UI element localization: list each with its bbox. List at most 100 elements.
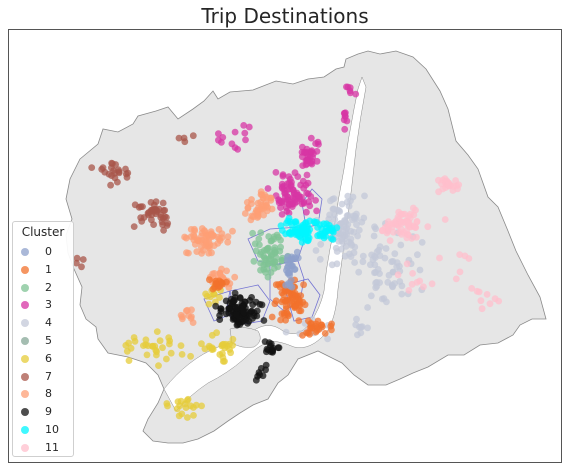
trip-point-cluster-9	[253, 307, 261, 315]
trip-point-cluster-6	[178, 351, 186, 358]
trip-point-cluster-8	[224, 238, 232, 246]
trip-point-cluster-4	[382, 245, 390, 252]
trip-point-cluster-8	[187, 315, 195, 322]
trip-point-cluster-8	[257, 191, 265, 198]
legend-label: 7	[45, 369, 52, 383]
trip-point-cluster-8	[263, 201, 270, 209]
legend-label: 5	[45, 334, 52, 347]
trip-point-cluster-4	[338, 200, 346, 208]
trip-point-cluster-6	[166, 337, 174, 345]
trip-point-cluster-11	[468, 285, 476, 292]
trip-point-cluster-8	[244, 204, 252, 212]
legend-item: 2	[21, 280, 52, 296]
legend-label: 10	[45, 423, 59, 436]
trip-point-cluster-8	[185, 249, 192, 257]
trip-point-cluster-11	[403, 227, 410, 235]
trip-point-cluster-1	[307, 325, 315, 332]
trip-point-cluster-6	[159, 344, 166, 352]
trip-point-cluster-4	[330, 205, 338, 213]
trip-point-cluster-7	[160, 227, 168, 234]
trip-point-cluster-1	[314, 317, 322, 325]
trip-point-cluster-10	[287, 230, 295, 237]
trip-point-cluster-11	[409, 204, 417, 212]
legend-item: 0	[21, 244, 52, 260]
trip-point-cluster-6	[167, 349, 175, 357]
city-boundary	[65, 50, 547, 444]
trip-point-cluster-4	[375, 246, 382, 254]
trip-point-cluster-9	[257, 365, 265, 372]
trip-point-cluster-9	[259, 372, 267, 380]
trip-point-cluster-1	[277, 316, 284, 324]
trip-point-cluster-9	[232, 311, 240, 318]
trip-point-cluster-4	[336, 230, 344, 238]
trip-point-cluster-6	[183, 397, 191, 404]
trip-point-cluster-11	[486, 300, 494, 308]
trip-point-cluster-0	[294, 254, 302, 262]
trip-point-cluster-6	[229, 335, 237, 343]
trip-point-cluster-10	[292, 218, 300, 226]
trip-point-cluster-9	[240, 309, 248, 317]
trip-point-cluster-6	[219, 340, 227, 348]
legend-item: 8	[21, 386, 52, 402]
trip-point-cluster-4	[353, 221, 360, 229]
trip-point-cluster-9	[217, 305, 225, 313]
island	[229, 327, 261, 348]
trip-point-cluster-11	[398, 230, 405, 238]
trip-point-cluster-4	[331, 211, 338, 219]
trip-point-cluster-4	[342, 228, 350, 236]
trip-point-cluster-7	[115, 166, 122, 174]
legend-swatch	[21, 443, 29, 452]
trip-point-cluster-11	[392, 220, 400, 228]
trip-point-cluster-1	[299, 332, 306, 339]
trip-point-cluster-11	[441, 216, 449, 223]
trip-point-cluster-2	[257, 229, 265, 237]
trip-point-cluster-11	[397, 225, 405, 233]
trip-point-cluster-3	[286, 175, 294, 183]
map-canvas	[65, 50, 547, 444]
trip-point-cluster-6	[216, 294, 223, 301]
trip-point-cluster-4	[372, 225, 379, 233]
trip-point-cluster-4	[333, 248, 341, 255]
trip-point-cluster-11	[456, 251, 464, 258]
trip-point-cluster-1	[318, 323, 326, 331]
trip-point-cluster-3	[313, 157, 321, 165]
trip-point-cluster-7	[139, 203, 146, 211]
trip-point-cluster-11	[397, 210, 405, 218]
trip-point-cluster-1	[306, 331, 313, 338]
trip-point-cluster-9	[245, 318, 253, 325]
trip-point-cluster-4	[347, 235, 355, 243]
legend-swatch	[21, 283, 29, 292]
trip-point-cluster-10	[329, 236, 337, 243]
trip-point-cluster-7	[78, 263, 85, 271]
trip-point-cluster-2	[256, 241, 263, 249]
trip-point-cluster-4	[354, 331, 361, 339]
trip-point-cluster-7	[175, 134, 183, 142]
trip-point-cluster-4	[359, 258, 367, 266]
trip-point-cluster-3	[219, 134, 227, 141]
legend-item: 1	[21, 262, 52, 278]
trip-point-cluster-9	[263, 348, 270, 356]
trip-point-cluster-8	[248, 212, 256, 220]
trip-point-cluster-7	[181, 138, 189, 146]
trip-point-cluster-6	[205, 300, 213, 308]
trip-point-cluster-11	[456, 268, 464, 276]
trip-point-cluster-9	[260, 317, 268, 324]
trip-point-cluster-3	[277, 204, 284, 212]
trip-point-cluster-11	[398, 219, 406, 227]
trip-point-cluster-4	[361, 192, 368, 200]
trip-point-cluster-7	[161, 206, 169, 214]
trip-point-cluster-8	[215, 226, 223, 233]
trip-point-cluster-4	[343, 212, 351, 220]
trip-point-cluster-4	[396, 262, 403, 270]
trip-point-cluster-8	[193, 248, 201, 256]
trip-point-cluster-8	[266, 194, 274, 202]
trip-point-cluster-1	[280, 291, 287, 298]
trip-point-cluster-7	[163, 214, 170, 221]
trip-point-cluster-10	[328, 227, 336, 235]
trip-point-cluster-1	[268, 313, 276, 321]
trip-point-cluster-9	[233, 304, 241, 312]
trip-point-cluster-11	[404, 220, 412, 228]
trip-point-cluster-8	[179, 315, 186, 323]
trip-point-cluster-4	[385, 271, 393, 279]
trip-point-cluster-8	[196, 237, 204, 245]
